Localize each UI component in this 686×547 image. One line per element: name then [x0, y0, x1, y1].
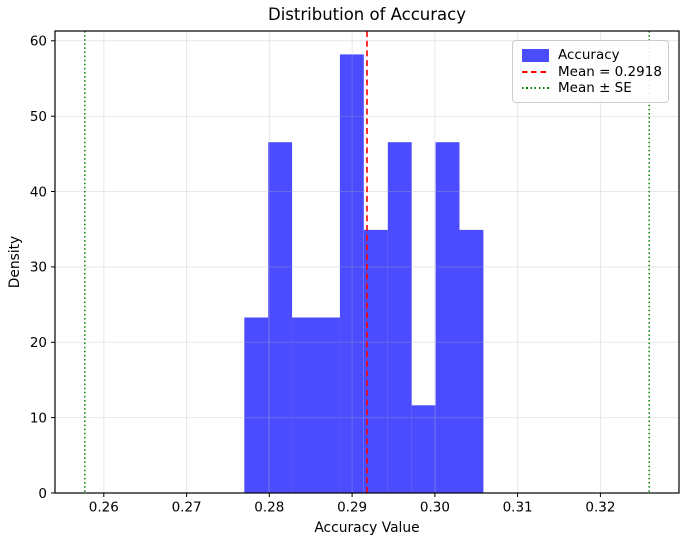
accuracy-patch-icon [522, 48, 549, 62]
y-tick-label: 0 [38, 486, 47, 502]
histogram-bar [339, 54, 364, 494]
legend-entry-accuracy: Accuracy [522, 47, 660, 63]
histogram-bar [268, 142, 293, 493]
histogram-bar [435, 142, 460, 493]
histogram-bar [244, 317, 269, 493]
x-tick-label: 0.30 [420, 500, 450, 516]
legend: Accuracy Mean = 0.2918 Mean ± SE [512, 40, 669, 103]
histogram-bar [363, 229, 388, 493]
axes-frame [54, 30, 680, 494]
x-tick-label: 0.27 [172, 500, 202, 516]
y-tick-label: 30 [30, 260, 47, 276]
x-axis-label: Accuracy Value [314, 520, 420, 536]
se-dotted-line-icon [522, 87, 549, 89]
legend-entry-mean: Mean = 0.2918 [522, 63, 662, 80]
histogram-bar [292, 317, 316, 493]
legend-label-se: Mean ± SE [558, 80, 632, 96]
legend-label-mean: Mean = 0.2918 [558, 63, 662, 80]
histogram-bar [411, 405, 436, 493]
y-tick-label: 50 [30, 109, 47, 125]
y-tick-label: 20 [30, 335, 47, 351]
legend-label-accuracy: Accuracy [558, 47, 620, 63]
x-tick-label: 0.29 [337, 500, 367, 516]
y-tick-label: 60 [30, 34, 47, 50]
x-tick-label: 0.28 [254, 500, 284, 516]
histogram-bar [387, 142, 412, 493]
x-tick-label: 0.32 [585, 500, 615, 516]
y-axis-label: Density [7, 235, 23, 289]
mean-dashed-line-icon [522, 70, 549, 73]
x-tick-label: 0.26 [89, 500, 119, 516]
y-tick-label: 10 [30, 410, 47, 426]
y-tick-label: 40 [30, 184, 47, 200]
chart-title: Distribution of Accuracy [268, 5, 466, 24]
x-tick-label: 0.31 [503, 500, 533, 516]
legend-entry-se: Mean ± SE [522, 80, 660, 96]
histogram-bar [316, 317, 340, 493]
histogram-bar [459, 229, 484, 493]
